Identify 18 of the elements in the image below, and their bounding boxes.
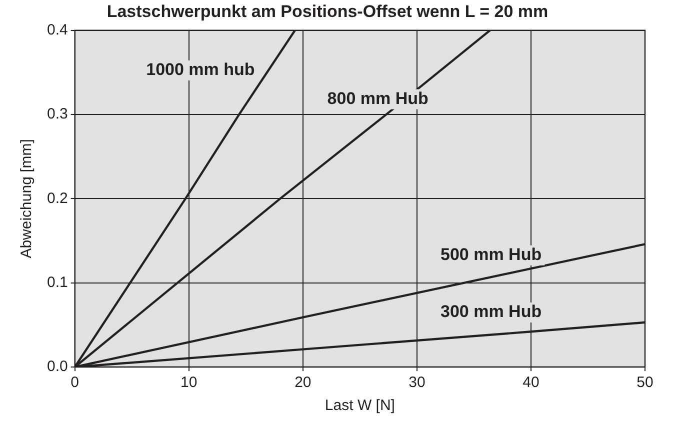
y-tick-label: 0.3 <box>46 106 68 123</box>
x-tick-label: 20 <box>294 374 312 392</box>
y-axis-title: Abweichung [mm] <box>18 139 36 258</box>
x-tick-label: 30 <box>408 374 426 392</box>
x-tick-label: 0 <box>70 374 80 392</box>
chart-title: Lastschwerpunkt am Positions-Offset wenn L = 20 mm <box>106 2 548 21</box>
y-tick-label: 0.2 <box>46 190 68 207</box>
y-tick-label: 0.1 <box>46 274 68 291</box>
series-label: 500 mm Hub <box>440 245 542 264</box>
y-tick-label: 0.4 <box>46 22 68 39</box>
series-label: 800 mm Hub <box>327 88 428 108</box>
series-label: 1000 mm hub <box>146 60 255 80</box>
x-tick-label: 40 <box>522 374 540 392</box>
series-label: 300 mm Hub <box>440 302 542 322</box>
x-tick-label: 10 <box>180 374 198 392</box>
x-axis-title: Last W [N] <box>324 397 395 414</box>
y-tick-label: 0.0 <box>46 358 68 376</box>
x-tick-label: 50 <box>636 374 654 392</box>
